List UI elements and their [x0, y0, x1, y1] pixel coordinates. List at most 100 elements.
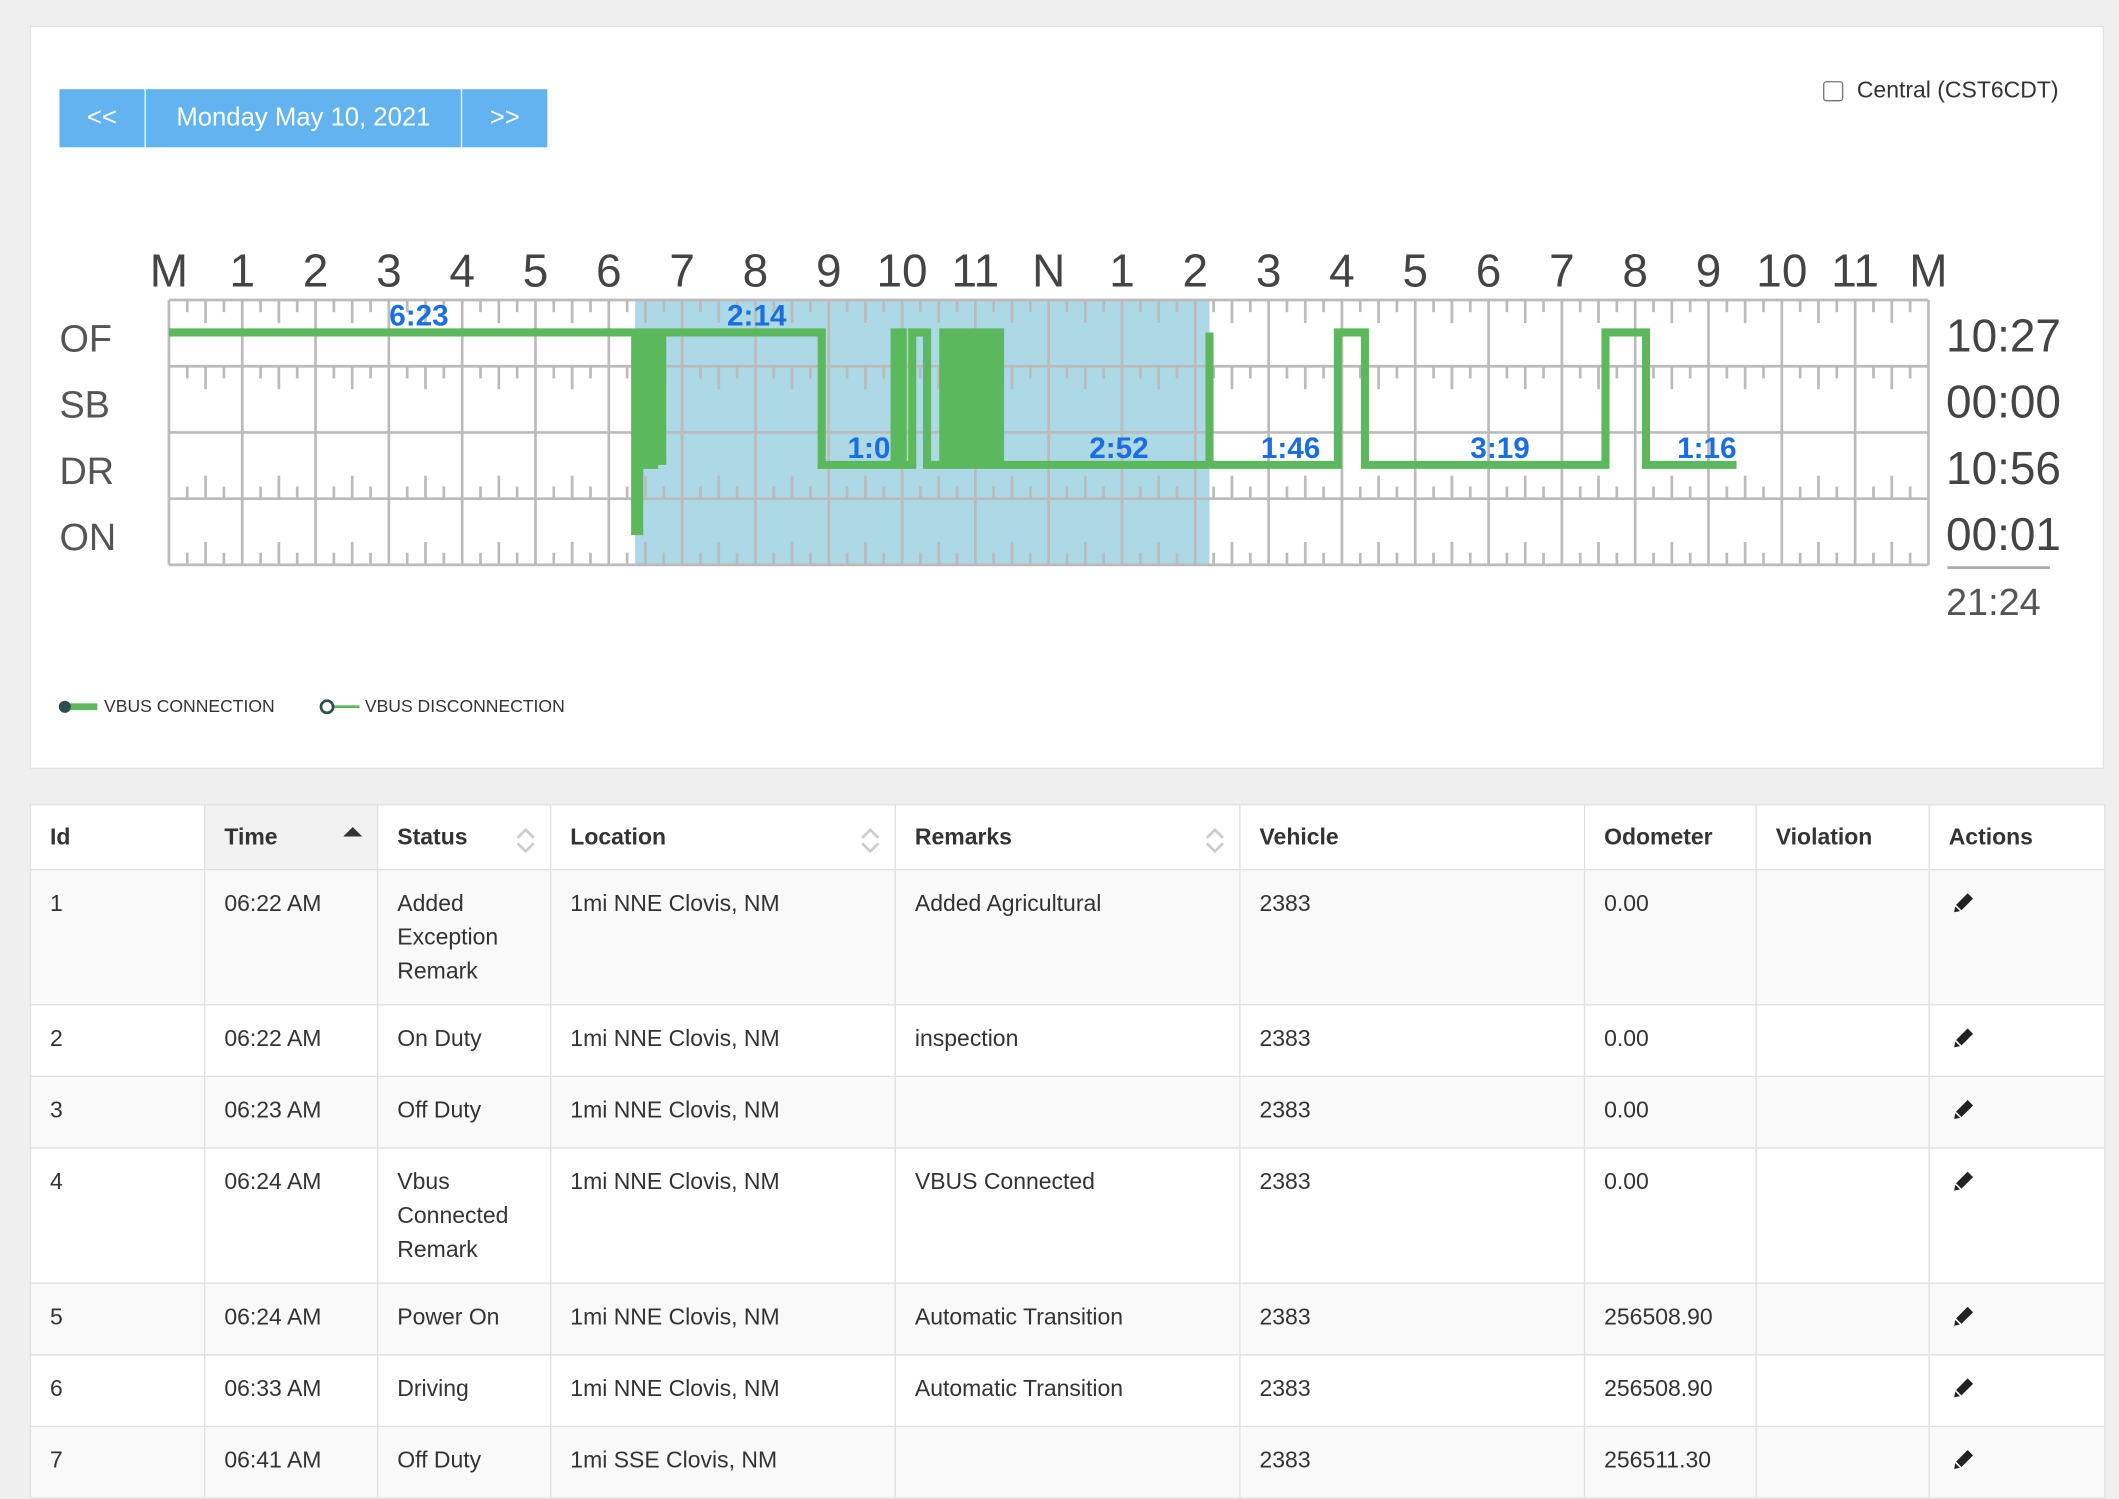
table-cell — [1755, 1425, 1930, 1499]
hour-label: 9 — [1696, 244, 1722, 296]
table-cell: 0.00 — [1583, 1004, 1757, 1078]
edit-icon[interactable] — [1951, 1376, 1975, 1400]
hour-label: 3 — [376, 244, 402, 296]
table-cell: Vbus Connected Remark — [377, 1147, 552, 1284]
edit-icon[interactable] — [1951, 1304, 1975, 1328]
hour-label: 5 — [1402, 244, 1428, 296]
table-cell: 5 — [29, 1282, 206, 1356]
duration-label: 1:16 — [1677, 432, 1736, 465]
column-header: Odometer — [1583, 804, 1757, 871]
table-cell: 2383 — [1239, 1354, 1586, 1428]
table-cell — [1755, 868, 1930, 1006]
table-cell: 256508.90 — [1583, 1354, 1757, 1428]
table-cell: 06:24 AM — [204, 1282, 379, 1356]
hour-label: N — [1032, 244, 1065, 296]
table-cell: Power On — [377, 1282, 552, 1356]
actions-cell — [1928, 1147, 2106, 1284]
actions-cell — [1928, 1075, 2106, 1149]
status-line — [168, 328, 1737, 536]
table-cell: Automatic Transition — [894, 1282, 1241, 1356]
hour-label: 9 — [816, 244, 842, 296]
table-row: 3 06:23 AM Off Duty 1mi NNE Clovis, NM 2383 0… — [29, 1075, 2106, 1149]
sort-icon — [516, 827, 535, 854]
table-cell: 256511.30 — [1583, 1425, 1757, 1499]
column-header-text: Location — [570, 824, 667, 851]
header-row: Id Time Status Location Remarks Vehicle Odomet… — [29, 804, 2106, 871]
row-label: ON — [59, 517, 116, 559]
edit-icon[interactable] — [1951, 891, 1975, 915]
column-header[interactable]: Remarks — [894, 804, 1241, 871]
hour-label: 10 — [1756, 244, 1807, 296]
table-cell: Off Duty — [377, 1075, 552, 1149]
hour-label: 8 — [1622, 244, 1648, 296]
column-header-text: Actions — [1948, 824, 2033, 851]
hour-label: 3 — [1256, 244, 1282, 296]
table-cell: 06:33 AM — [204, 1354, 379, 1428]
timezone-checkbox[interactable] — [1823, 80, 1844, 101]
date-button[interactable]: Monday May 10, 2021 — [145, 89, 461, 148]
table-cell: 06:41 AM — [204, 1425, 379, 1499]
duration-label: 6:23 — [389, 300, 448, 333]
table-cell — [1755, 1075, 1930, 1149]
hour-label: 4 — [449, 244, 475, 296]
sort-icon — [343, 827, 363, 837]
actions-cell — [1928, 1282, 2106, 1356]
row-total: 10:27 — [1946, 309, 2061, 361]
hour-label: 11 — [1831, 244, 1879, 296]
column-header-text: Violation — [1775, 824, 1873, 851]
page: html,body{margin:0;padding:0;width:2119p… — [29, 25, 2106, 1499]
hour-label: 7 — [669, 244, 695, 296]
edit-icon[interactable] — [1951, 1026, 1975, 1050]
column-header-text: Time — [224, 824, 278, 851]
table-cell: 06:24 AM — [204, 1147, 379, 1284]
events-table-wrap: Id Time Status Location Remarks Vehicle Odomet… — [29, 804, 2106, 1499]
grand-total: 21:24 — [1946, 582, 2041, 624]
table-cell: On Duty — [377, 1004, 552, 1078]
hour-label: 1 — [1109, 244, 1135, 296]
table-cell: 1mi NNE Clovis, NM — [550, 1147, 896, 1284]
actions-cell — [1928, 1354, 2106, 1428]
hour-label: 7 — [1549, 244, 1575, 296]
column-header-text: Status — [397, 824, 468, 851]
column-header[interactable]: Location — [550, 804, 896, 871]
column-header-text: Remarks — [914, 824, 1012, 851]
row-label: OF — [59, 318, 112, 360]
column-header[interactable]: Time — [204, 804, 379, 871]
prev-day-button[interactable]: << — [59, 89, 145, 148]
edit-icon[interactable] — [1951, 1169, 1975, 1193]
hour-label: 5 — [523, 244, 549, 296]
table-cell: 0.00 — [1583, 1075, 1757, 1149]
hour-label: 2 — [1183, 244, 1209, 296]
hour-label: 2 — [303, 244, 329, 296]
edit-icon[interactable] — [1951, 1447, 1975, 1471]
hour-label: 6 — [596, 244, 622, 296]
duration-label: 1:0 — [847, 432, 890, 465]
row-total: 00:01 — [1946, 508, 2061, 560]
table-cell: inspection — [894, 1004, 1241, 1078]
table-cell: 1 — [29, 868, 206, 1006]
table-cell — [894, 1425, 1241, 1499]
row-total: 10:56 — [1946, 442, 2061, 494]
table-cell — [1755, 1147, 1930, 1284]
body: {"nav":{"prev":"<<","date":"Monday May 1… — [29, 25, 2106, 1499]
table-cell: 1mi NNE Clovis, NM — [550, 1282, 896, 1356]
date-nav: << Monday May 10, 2021 >> — [59, 89, 548, 148]
actions-cell — [1928, 1004, 2106, 1078]
table-cell: Added Exception Remark — [377, 868, 552, 1006]
row-total: 00:00 — [1946, 376, 2061, 428]
column-header[interactable]: Status — [377, 804, 552, 871]
hour-label: M — [1909, 244, 1947, 296]
column-header: Vehicle — [1239, 804, 1586, 871]
table-cell: 06:23 AM — [204, 1075, 379, 1149]
next-day-button[interactable]: >> — [462, 89, 548, 148]
legend-dot — [58, 700, 71, 713]
hour-label: 4 — [1329, 244, 1355, 296]
column-header: Actions — [1928, 804, 2106, 871]
timezone-toggle[interactable]: Central (CST6CDT) — [1823, 77, 2059, 104]
column-header-text: Id — [50, 824, 71, 851]
edit-icon[interactable] — [1951, 1097, 1975, 1121]
table-cell: 1mi NNE Clovis, NM — [550, 1354, 896, 1428]
table-cell: 2383 — [1239, 1147, 1586, 1284]
hour-label: M — [150, 244, 188, 296]
table-cell: 06:22 AM — [204, 1004, 379, 1078]
